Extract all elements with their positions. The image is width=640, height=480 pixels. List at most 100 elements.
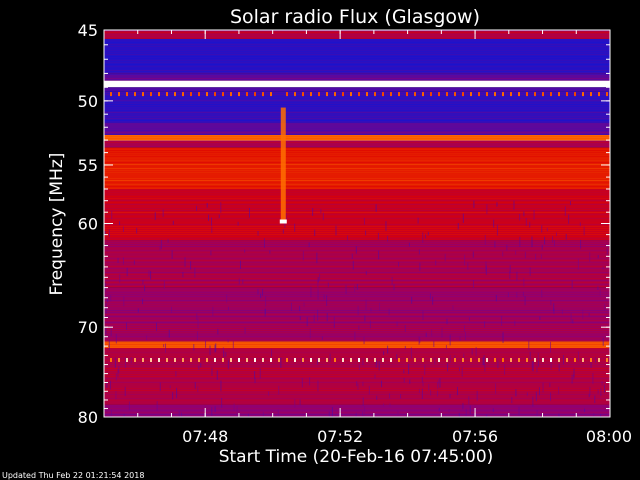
texture-line [104, 394, 610, 395]
texture-fleck [317, 279, 319, 289]
texture-fleck [205, 340, 207, 348]
texture-line [104, 378, 610, 379]
interference-dot [366, 358, 368, 363]
texture-fleck [419, 262, 421, 271]
texture-fleck [328, 411, 330, 417]
texture-fleck [133, 260, 135, 265]
texture-line [104, 42, 610, 43]
interference-dot [134, 92, 136, 97]
texture-fleck [571, 374, 573, 384]
texture-fleck [236, 405, 238, 416]
texture-line [104, 400, 610, 401]
interference-dot [278, 358, 280, 363]
interference-dot [126, 358, 128, 363]
texture-line [104, 370, 610, 371]
texture-line [104, 188, 610, 189]
interference-dot [382, 92, 384, 97]
texture-fleck [104, 282, 106, 292]
texture-fleck [537, 361, 539, 367]
texture-line [104, 198, 610, 199]
texture-line [104, 240, 610, 241]
texture-fleck [254, 377, 256, 384]
texture-fleck [175, 371, 177, 377]
texture-line [104, 278, 610, 279]
texture-fleck [381, 380, 383, 388]
texture-fleck [516, 292, 518, 298]
texture-fleck [156, 322, 158, 331]
texture-fleck [421, 376, 423, 383]
texture-fleck [215, 343, 217, 352]
texture-fleck [589, 252, 591, 262]
texture-fleck [357, 305, 359, 315]
texture-fleck [562, 355, 564, 365]
texture-line [104, 252, 610, 253]
y-tick-label-70: 70 [78, 318, 98, 337]
texture-fleck [299, 305, 301, 312]
texture-line [104, 318, 610, 319]
texture-line [104, 196, 610, 197]
texture-fleck [271, 349, 273, 357]
texture-fleck [171, 250, 173, 259]
texture-line [104, 174, 610, 175]
texture-fleck [262, 288, 264, 296]
interference-dot [526, 92, 528, 97]
texture-fleck [404, 325, 406, 332]
texture-fleck [507, 292, 509, 298]
texture-fleck [362, 397, 364, 406]
texture-fleck [351, 253, 353, 259]
texture-fleck [496, 224, 498, 236]
interference-dot [342, 358, 344, 363]
texture-fleck [218, 214, 220, 218]
texture-line [104, 62, 610, 63]
texture-fleck [176, 387, 178, 399]
texture-fleck [513, 200, 515, 210]
interference-dot [414, 92, 416, 97]
interference-dot [150, 92, 152, 97]
texture-fleck [117, 257, 119, 263]
texture-fleck [429, 293, 431, 300]
texture-line [104, 116, 610, 117]
interference-dot [182, 92, 184, 97]
texture-fleck [529, 351, 531, 360]
texture-fleck [108, 413, 110, 417]
texture-line [104, 98, 610, 99]
texture-line [104, 238, 610, 239]
y-tick-label-60: 60 [78, 215, 98, 234]
texture-line [104, 236, 610, 237]
texture-fleck [108, 339, 110, 351]
texture-fleck [317, 359, 319, 365]
texture-fleck [485, 265, 487, 275]
texture-fleck [383, 403, 385, 407]
texture-line [104, 350, 610, 351]
texture-fleck [122, 226, 124, 232]
texture-fleck [550, 360, 552, 370]
texture-line [104, 390, 610, 391]
texture-fleck [200, 363, 202, 368]
texture-fleck [424, 364, 426, 375]
texture-line [104, 312, 610, 313]
texture-line [104, 66, 610, 67]
texture-line [104, 104, 610, 105]
texture-fleck [329, 353, 331, 362]
texture-fleck [227, 359, 229, 369]
interference-dot [334, 92, 336, 97]
interference-dot [406, 92, 408, 97]
texture-fleck [541, 245, 543, 250]
texture-fleck [425, 332, 427, 337]
texture-line [104, 182, 610, 183]
texture-fleck [428, 383, 430, 391]
texture-line [104, 362, 610, 363]
texture-fleck [459, 336, 461, 341]
texture-fleck [511, 397, 513, 404]
texture-fleck [238, 278, 240, 285]
texture-fleck [555, 232, 557, 237]
texture-line [104, 348, 610, 349]
texture-line [104, 328, 610, 329]
texture-fleck [317, 380, 319, 392]
texture-fleck [107, 298, 109, 303]
texture-fleck [434, 357, 436, 365]
texture-fleck [226, 294, 228, 303]
texture-fleck [376, 360, 378, 364]
texture-fleck [211, 407, 213, 416]
texture-fleck [532, 396, 534, 407]
